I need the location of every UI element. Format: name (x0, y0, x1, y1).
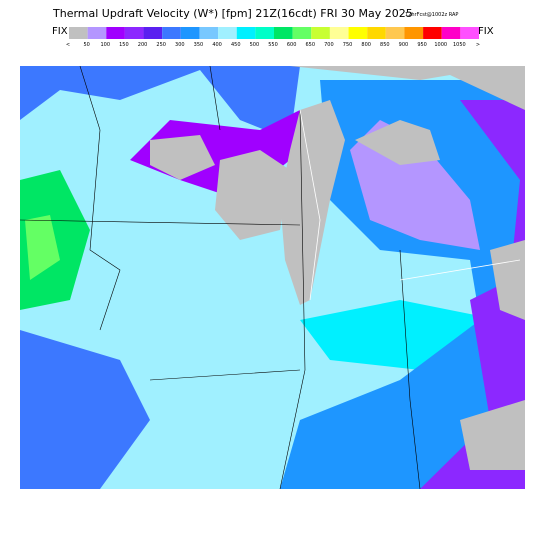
colorbar-label: 500 (250, 42, 260, 48)
colorbar-label: < (66, 42, 70, 48)
colorbar-label: 50 (83, 42, 89, 48)
color-swatch (106, 27, 125, 39)
color-swatch (162, 27, 181, 39)
colorbar-label: > (476, 42, 480, 48)
color-swatch (199, 27, 219, 39)
color-swatch (460, 27, 479, 39)
color-swatch (292, 27, 312, 39)
colorbar-label: 250 (156, 42, 166, 48)
colorbar-label: 950 (417, 42, 427, 48)
colorbar-label: 450 (231, 42, 241, 48)
color-swatch (311, 27, 330, 39)
color-swatch (124, 27, 144, 39)
color-swatch (385, 27, 405, 39)
colorbar-label: 100 (100, 42, 110, 48)
colorbar-label: 200 (138, 42, 148, 48)
colorbar-label: 1000 (434, 42, 447, 48)
color-swatch (69, 27, 88, 39)
colorbar-label: 900 (399, 42, 409, 48)
color-swatch (404, 27, 424, 39)
colorbar-label: 350 (194, 42, 204, 48)
colorbar: <50 100 150 200 250 300 350 400 450 500 550 600 650 7… (66, 27, 480, 48)
colorbar-label: 750 (343, 42, 353, 48)
fix-left: FIX (52, 26, 68, 37)
forecast: 12hrFcst@1002z RAP (405, 12, 458, 18)
colorbar-label: 600 (287, 42, 297, 48)
map (20, 66, 525, 489)
colorbar-label: 700 (324, 42, 334, 48)
colorbar-label: 800 (361, 42, 371, 48)
title: Thermal Updraft Velocity (W*) [fpm] 21Z(… (52, 7, 413, 20)
color-swatch (367, 27, 386, 39)
colorbar-label: 300 (175, 42, 185, 48)
color-swatch (87, 27, 107, 39)
color-swatch (329, 27, 349, 39)
fix-right: FIX (478, 26, 494, 37)
colorbar-label: 400 (212, 42, 222, 48)
color-swatch (423, 27, 442, 39)
color-swatch (236, 27, 256, 39)
colorbar-label: 550 (268, 42, 278, 48)
color-swatch (218, 27, 237, 39)
colorbar-label: 850 (380, 42, 390, 48)
colorbar-label: 150 (119, 42, 129, 48)
color-swatch (255, 27, 274, 39)
color-swatch (348, 27, 368, 39)
color-swatch (180, 27, 200, 39)
color-swatch (441, 27, 461, 39)
colorbar-label: 650 (305, 42, 315, 48)
color-swatch (143, 27, 163, 39)
color-swatch (274, 27, 293, 39)
colorbar-label: 1050 (453, 42, 466, 48)
